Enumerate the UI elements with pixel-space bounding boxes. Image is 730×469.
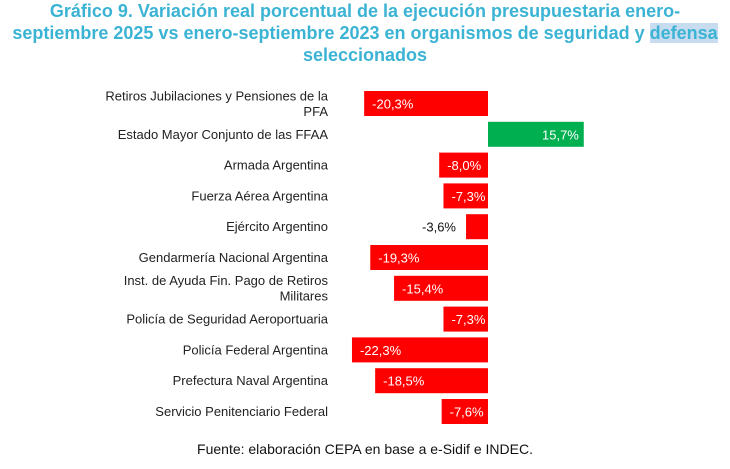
- bar: [441, 399, 488, 424]
- chart-title-line-1: Gráfico 9. Variación real porcentual de …: [49, 1, 681, 21]
- data-label: -7,6%: [450, 405, 484, 420]
- bar: [351, 337, 488, 363]
- bar: [375, 368, 488, 394]
- category-label: Policía Federal Argentina: [183, 342, 329, 357]
- bar: [364, 91, 488, 116]
- bar: [394, 275, 488, 301]
- category-label: Fuerza Aérea Argentina: [191, 188, 328, 203]
- data-label: -18,5%: [383, 374, 425, 389]
- category-label: Prefectura Naval Argentina: [173, 373, 329, 388]
- data-label: -20,3%: [372, 97, 414, 112]
- bar: [466, 214, 488, 240]
- data-label: -22,3%: [360, 343, 402, 358]
- bar: [443, 183, 488, 209]
- category-label: Armada Argentina: [224, 158, 329, 173]
- bar: [439, 152, 488, 178]
- data-label: -7,3%: [451, 312, 485, 327]
- category-label: Retiros Jubilaciones y Pensiones de la PF…: [105, 88, 328, 119]
- data-label: 15,7%: [542, 127, 579, 142]
- category-label: Gendarmería Nacional Argentina: [139, 250, 329, 265]
- chart-title-line-2-text: septiembre 2025 vs enero-septiembre 2023…: [12, 23, 650, 43]
- category-label: Policía de Seguridad Aeroportuaria: [126, 312, 328, 327]
- data-label: -8,0%: [447, 158, 481, 173]
- category-label: Servicio Penitenciario Federal: [155, 404, 328, 419]
- source-note: Fuente: elaboración CEPA en base a e-Sid…: [197, 441, 533, 457]
- data-label: -19,3%: [378, 251, 420, 266]
- data-label: -7,3%: [451, 189, 485, 204]
- chart-title-line-3: seleccionados: [302, 45, 428, 65]
- chart-title-highlight: defensa: [649, 23, 718, 43]
- data-label: -3,6%: [422, 220, 456, 235]
- bar: [443, 306, 488, 332]
- chart-title-line-2: septiembre 2025 vs enero-septiembre 2023…: [0, 22, 730, 44]
- chart-title: Gráfico 9. Variación real porcentual de …: [0, 0, 730, 66]
- data-label: -15,4%: [402, 281, 444, 296]
- category-label: Estado Mayor Conjunto de las FFAA: [118, 127, 329, 142]
- bar: [370, 245, 488, 270]
- category-label: Inst. de Ayuda Fin. Pago de Retiros Milit…: [124, 273, 329, 304]
- bar: [488, 121, 584, 147]
- category-label: Ejército Argentino: [226, 219, 328, 234]
